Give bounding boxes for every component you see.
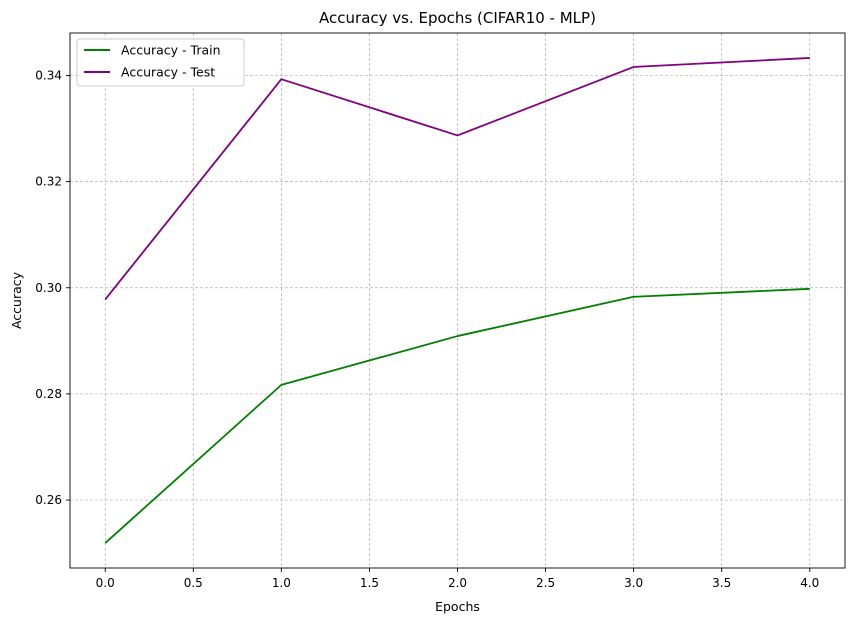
grid-lines <box>70 33 845 568</box>
x-axis-ticks: 0.0 0.5 1.0 1.5 2.0 2.5 3.0 3.5 4.0 <box>96 568 819 590</box>
x-tick-label: 2.5 <box>536 576 555 590</box>
y-axis-ticks: 0.26 0.28 0.30 0.32 0.34 <box>35 68 70 507</box>
legend-box <box>76 38 245 87</box>
y-tick-label: 0.26 <box>35 493 62 507</box>
x-tick-label: 3.0 <box>624 576 643 590</box>
x-tick-label: 2.0 <box>448 576 467 590</box>
legend: Accuracy - Train Accuracy - Test <box>76 38 245 87</box>
x-tick-label: 4.0 <box>800 576 819 590</box>
y-tick-label: 0.32 <box>35 175 62 189</box>
y-tick-label: 0.34 <box>35 68 62 82</box>
legend-label-test: Accuracy - Test <box>121 65 215 80</box>
x-tick-label: 0.0 <box>96 576 115 590</box>
y-tick-label: 0.28 <box>35 387 62 401</box>
series-lines <box>104 57 810 544</box>
y-axis-label: Accuracy <box>9 271 24 329</box>
legend-label-train: Accuracy - Train <box>121 43 221 58</box>
x-tick-label: 1.5 <box>360 576 379 590</box>
y-tick-label: 0.30 <box>35 281 62 295</box>
chart-title: Accuracy vs. Epochs (CIFAR10 - MLP) <box>319 9 596 27</box>
x-tick-label: 3.5 <box>712 576 731 590</box>
x-axis-label: Epochs <box>435 599 480 614</box>
x-tick-label: 1.0 <box>272 576 291 590</box>
x-tick-label: 0.5 <box>184 576 203 590</box>
